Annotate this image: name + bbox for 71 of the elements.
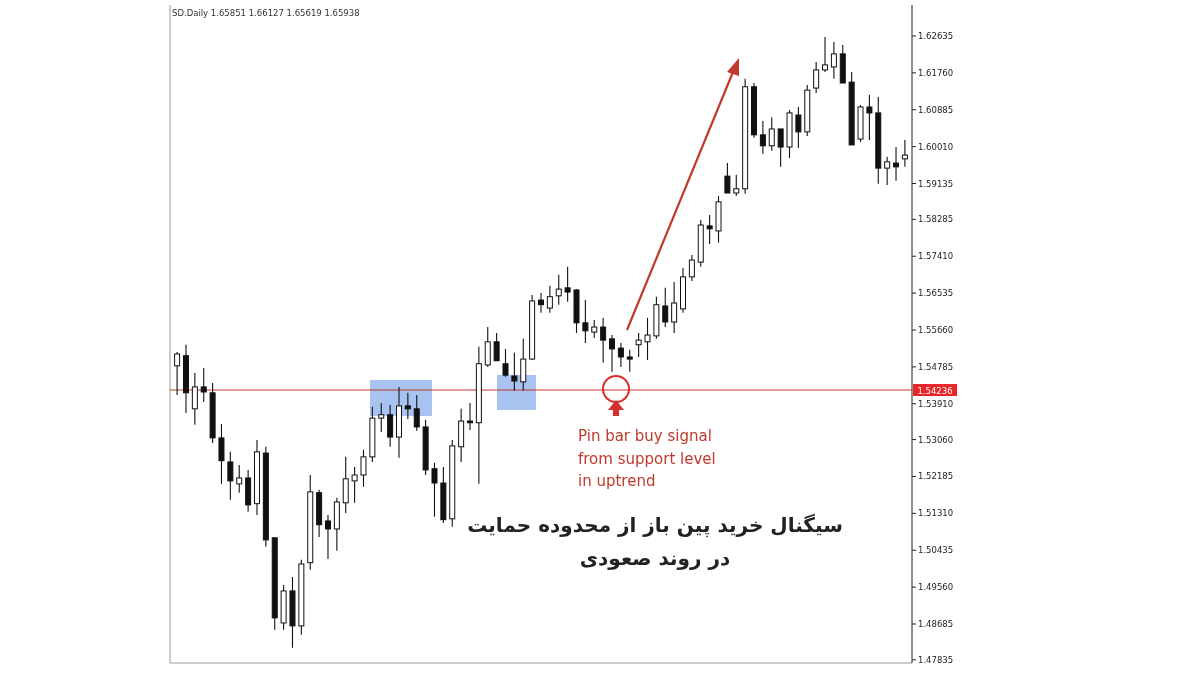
candlestick [493,332,500,362]
y-tick-label: 1.58285 [918,214,954,225]
candlestick [733,174,740,197]
candlestick [671,281,678,334]
candlestick [236,464,243,494]
candlestick [511,352,518,392]
y-tick-label: 1.59135 [918,178,954,189]
y-tick-label: 1.50435 [918,545,954,556]
candlestick [901,139,908,168]
candlestick [324,514,331,560]
candlestick [866,94,873,141]
y-tick-label: 1.55660 [918,325,954,335]
y-tick-label: 1.56535 [918,288,954,299]
candlestick [467,402,473,431]
candlestick [484,326,491,368]
candlestick [795,106,802,149]
annotation: سیگنال خرید پین باز از محدوده حمایت در روند صعودی [467,513,843,570]
candlestick [822,36,829,73]
candlestick [564,266,571,303]
candlestick [893,146,900,182]
candlestick [413,394,420,432]
candlestick [626,349,633,373]
candlestick [227,451,234,501]
candlestick [218,423,225,485]
y-tick-label: 1.53060 [918,434,954,445]
y-tick-label: 1.49560 [918,582,954,593]
candlestick [502,348,509,378]
y-tick-label: 1.57410 [918,251,954,262]
candlestick [830,41,837,80]
candlestick [200,367,207,403]
candlestick [378,402,385,433]
candlestick [538,292,544,314]
annotation: Pin bar buy signal from support level in uptrend [578,427,716,490]
candlestick [582,299,589,344]
candlestick [662,287,669,328]
candlestick [635,332,642,358]
candlestick [555,274,562,306]
candlestick [617,342,624,368]
candlestick [813,61,820,94]
candlestick [724,162,731,194]
candlestick [191,372,198,426]
candlestick [360,449,367,488]
candlestick [174,351,181,396]
candlestick [759,120,766,155]
ref-line-label: 1.54236 [917,385,953,396]
candlestick [777,128,784,168]
candlestick [706,214,713,245]
candlestick [768,116,775,152]
y-tick-label: 1.54785 [918,361,954,372]
chart-title: SD.Daily 1.65851 1.66127 1.65619 1.65938 [172,8,360,18]
candlestick [609,334,616,373]
candlestick [600,317,607,364]
y-tick-label: 1.47835 [918,654,954,665]
candlestick [404,392,411,420]
y-tick-label: 1.62635 [918,30,954,41]
candlestick [884,156,891,186]
candlestick [546,285,553,314]
y-tick-label: 1.53910 [918,398,954,409]
candlestick [431,462,438,518]
candlestick [351,466,358,504]
y-tick-label: 1.61760 [918,67,954,78]
candlestick [688,254,695,282]
candlestick [591,319,598,339]
y-tick-label: 1.52185 [918,471,954,482]
y-tick-label: 1.51310 [918,508,954,519]
y-tick-label: 1.48685 [918,619,954,630]
y-tick-label: 1.60010 [918,141,954,152]
candlestick [387,404,394,448]
candlestick [644,317,651,361]
y-tick-label: 1.60885 [918,104,954,115]
candlestick [520,338,527,392]
